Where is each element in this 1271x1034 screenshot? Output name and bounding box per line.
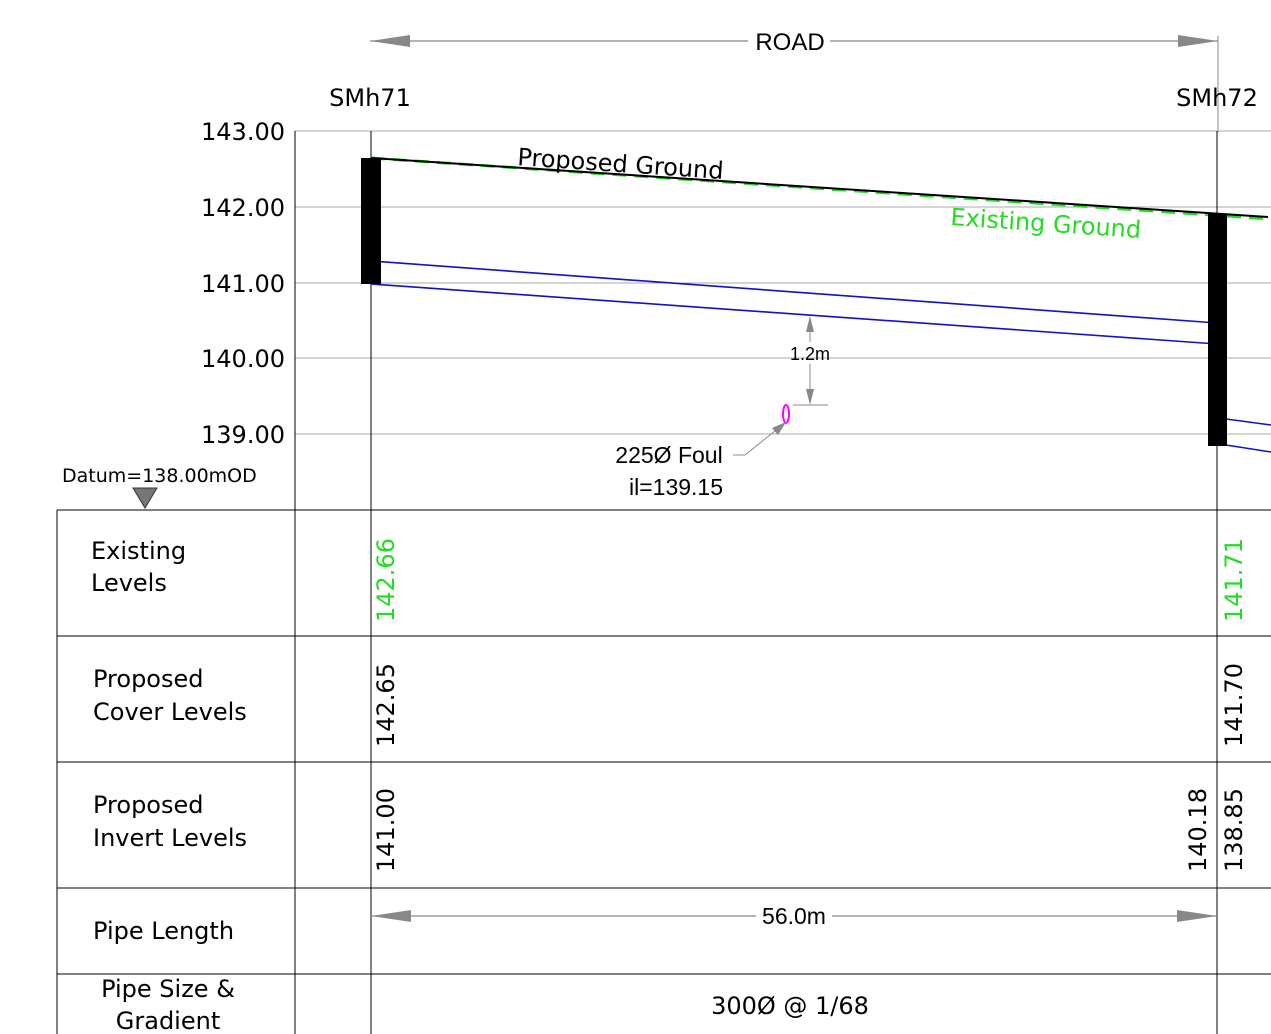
pipe-length-value: 56.0m <box>762 903 826 929</box>
row-label-existing-levels-1: Existing <box>91 537 186 565</box>
y-tick-142: 142.00 <box>201 194 285 222</box>
y-tick-141: 141.00 <box>201 270 285 298</box>
pipe-soffit-line <box>370 260 1218 324</box>
cover-level-smh71: 142.65 <box>372 663 400 747</box>
row-label-pipe-size-2: Gradient <box>116 1007 220 1034</box>
road-label: ROAD <box>755 29 824 56</box>
proposed-ground-line <box>370 157 1269 218</box>
manhole-name-smh72: SMh72 <box>1176 84 1258 112</box>
crossing-pipe-invert: il=139.15 <box>629 474 723 500</box>
invert-level-smh72-out: 138.85 <box>1220 788 1248 872</box>
row-label-cover-levels-1: Proposed <box>93 665 204 693</box>
outgoing-pipe-invert <box>1225 444 1271 453</box>
manhole-chamber-smh72 <box>1208 214 1227 446</box>
row-label-cover-levels-2: Cover Levels <box>93 698 247 726</box>
row-label-pipe-length: Pipe Length <box>93 917 234 945</box>
crossing-pipe-icon <box>782 404 790 424</box>
cover-level-smh72: 141.70 <box>1220 663 1248 747</box>
crossing-pipe-label: 225Ø Foul <box>615 442 722 468</box>
y-axis: 143.00 142.00 141.00 140.00 139.00 <box>201 118 296 510</box>
manhole-chamber-smh71 <box>361 158 381 284</box>
manhole-name-smh71: SMh71 <box>329 84 411 112</box>
existing-level-smh72: 141.71 <box>1220 538 1248 622</box>
existing-level-smh71: 142.66 <box>372 538 400 622</box>
y-tick-143: 143.00 <box>201 118 285 146</box>
row-label-invert-levels-2: Invert Levels <box>93 824 247 852</box>
row-label-pipe-size-1: Pipe Size & <box>101 975 235 1003</box>
pipe-size-gradient-value: 300Ø @ 1/68 <box>711 992 869 1020</box>
crossing-pipe-leader <box>733 422 786 456</box>
proposed-ground-label: Proposed Ground <box>517 143 725 185</box>
pipe-invert-line <box>370 283 1218 345</box>
datum-label: Datum=138.00mOD <box>62 465 257 487</box>
invert-level-smh71-out: 141.00 <box>372 788 400 872</box>
invert-level-smh72-in: 140.18 <box>1184 788 1212 872</box>
road-dimension: ROAD <box>370 29 1219 132</box>
row-label-existing-levels-2: Levels <box>91 569 167 597</box>
pipe-run <box>370 260 1271 453</box>
row-label-invert-levels-1: Proposed <box>93 791 204 819</box>
y-tick-140: 140.00 <box>201 345 285 373</box>
existing-ground-label: Existing Ground <box>950 203 1142 244</box>
clearance-label: 1.2m <box>790 344 830 364</box>
pipe-length-dimension: 56.0m <box>371 903 1217 929</box>
level-table <box>56 509 1271 1034</box>
clearance-dimension: 1.2m <box>790 316 830 406</box>
datum-triangle-icon <box>132 487 158 509</box>
outgoing-pipe-soffit <box>1225 418 1271 426</box>
level-gridlines <box>295 130 1271 435</box>
y-tick-139: 139.00 <box>201 421 285 449</box>
